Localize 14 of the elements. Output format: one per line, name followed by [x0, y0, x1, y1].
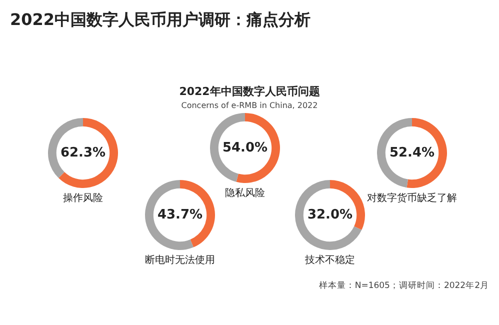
- text: 技术不稳定: [304, 254, 356, 267]
- text: 断电时无法使用: [144, 254, 216, 267]
- text: 2022中国数字人民币用户调研：痛点分析: [10, 10, 311, 31]
- data-label: 32.0%: [307, 207, 353, 222]
- text: 样本量：N=1605；调研时间：2022年2月: [318, 280, 489, 292]
- data-label: 54.0%: [222, 140, 268, 156]
- data-label: 43.7%: [157, 207, 203, 222]
- data-label: 62.3%: [60, 145, 106, 160]
- data-label: 52.4%: [389, 145, 435, 160]
- text: 隐私风险: [224, 187, 266, 200]
- text: 2022年中国数字人民币问题: [178, 84, 321, 99]
- text: 对数字货币缺乏了解: [366, 192, 458, 205]
- text: 操作风险: [62, 192, 104, 205]
- text: Concerns of e-RMB in China, 2022: [180, 101, 319, 110]
